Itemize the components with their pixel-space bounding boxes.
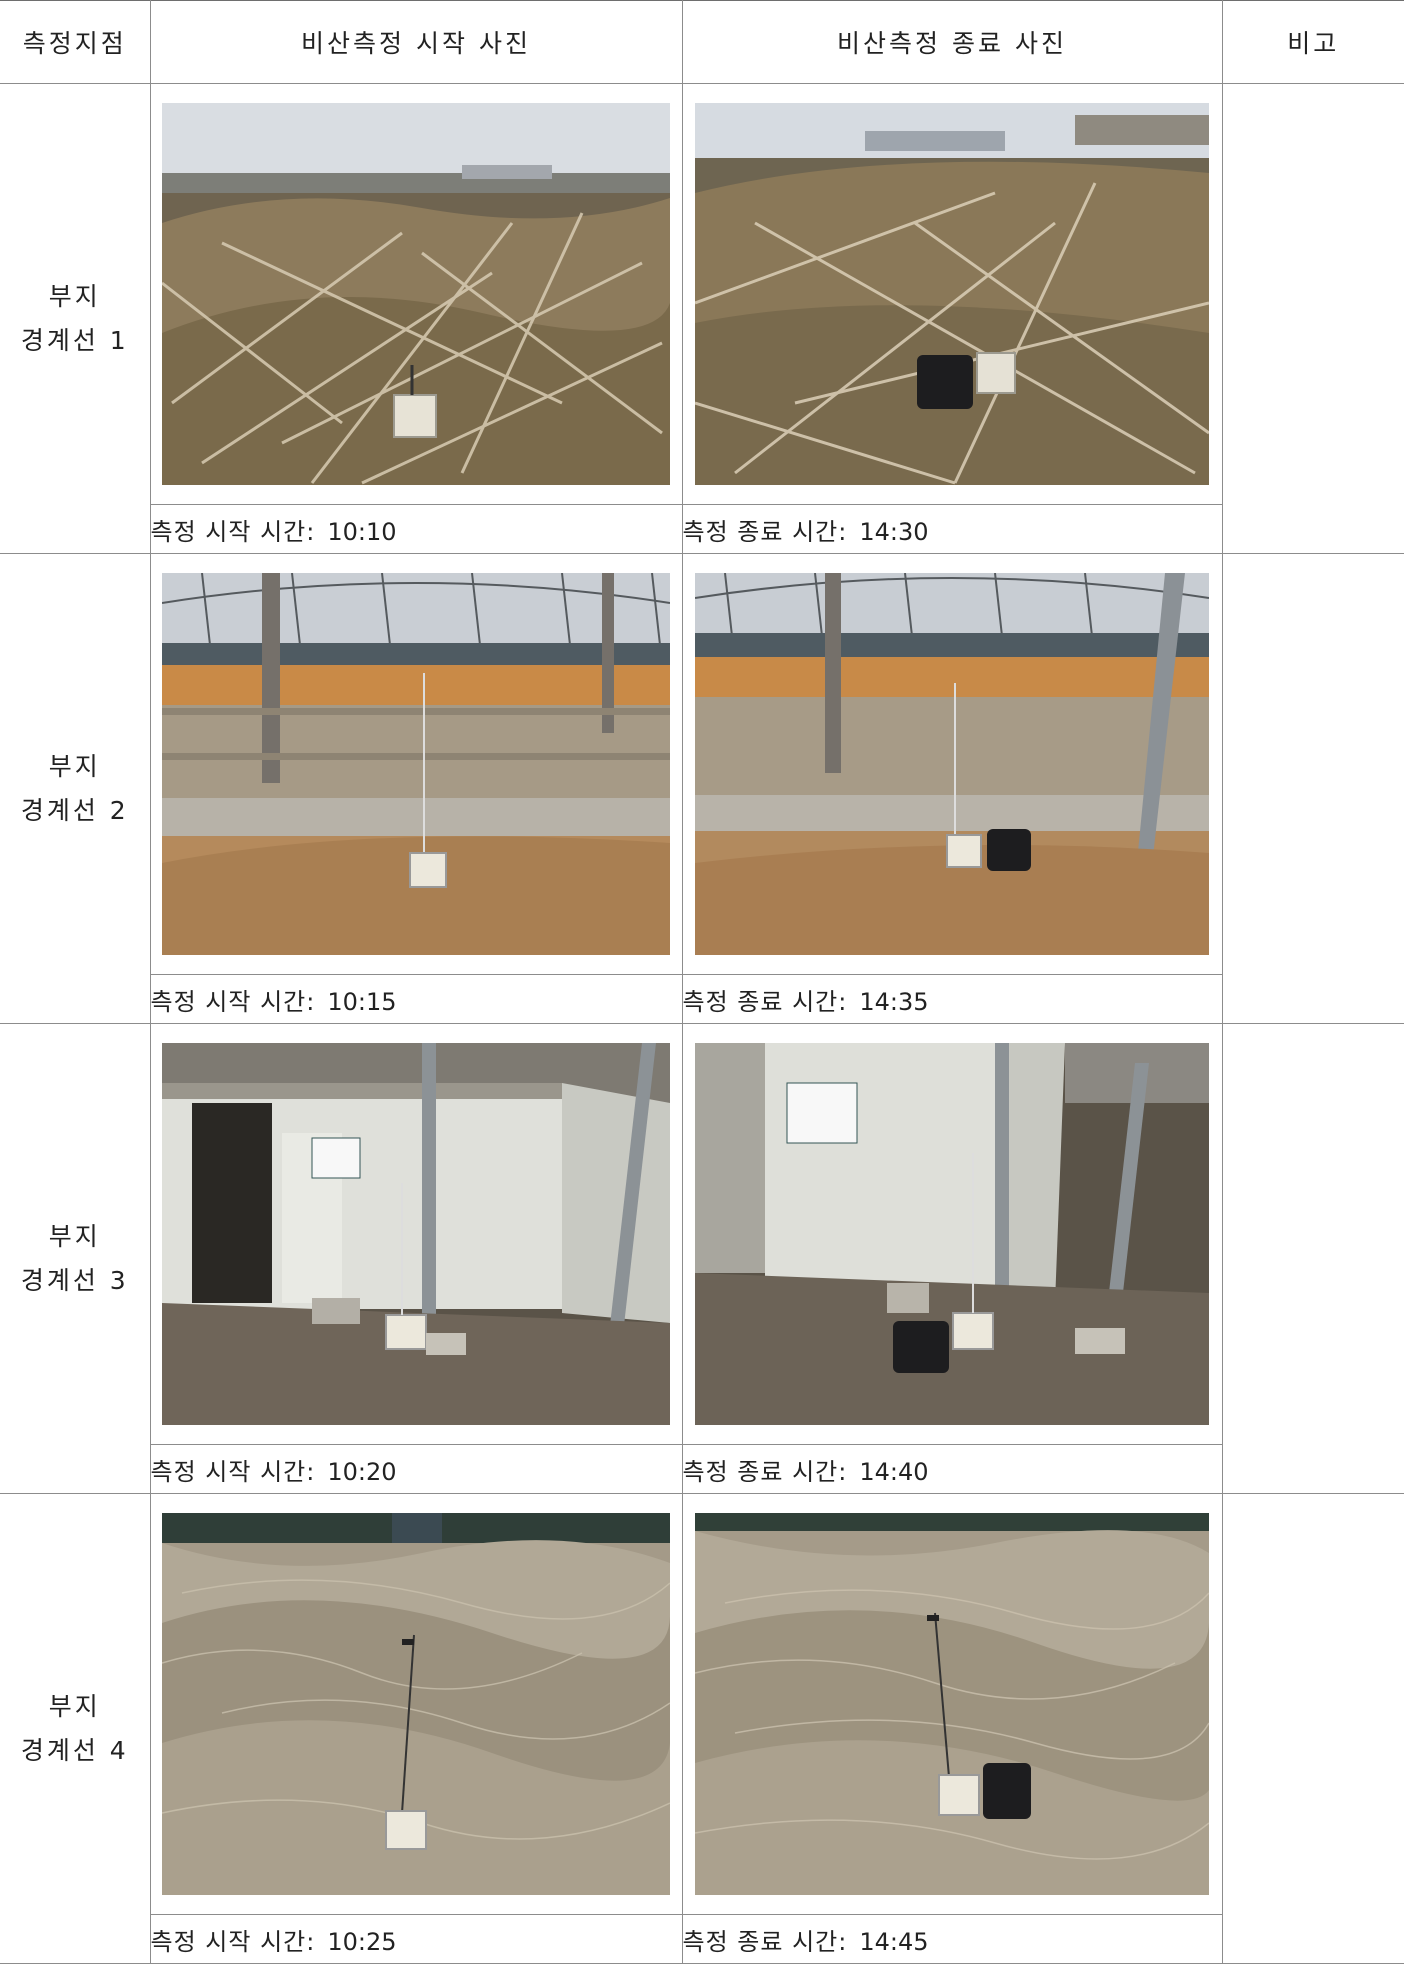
end-time-caption: 측정 종료 시간: 14:30 [681, 504, 1222, 554]
end-time-value: 14:45 [859, 1927, 929, 1956]
location-line2: 경계선 3 [20, 1265, 129, 1295]
location-cell: 부지 경계선 3 [0, 1023, 151, 1494]
header-end-photo: 비산측정 종료 사진 [681, 0, 1223, 84]
end-time-caption: 측정 종료 시간: 14:40 [681, 1444, 1222, 1494]
start-photo [162, 1043, 670, 1425]
end-time-label: 측정 종료 시간: [682, 987, 848, 1016]
end-time-label: 측정 종료 시간: [682, 517, 848, 546]
start-photo-cell [149, 1023, 683, 1445]
location-line2: 경계선 4 [20, 1735, 129, 1765]
start-time-label: 측정 시작 시간: [150, 1927, 316, 1956]
start-time-value: 10:10 [327, 517, 397, 546]
header-row: 측정지점 비산측정 시작 사진 비산측정 종료 사진 비고 [0, 0, 1404, 84]
location-cell: 부지 경계선 4 [0, 1493, 151, 1964]
start-photo-cell [149, 83, 683, 505]
header-note: 비고 [1221, 0, 1404, 84]
location-line1: 부지 [48, 1221, 101, 1251]
start-time-value: 10:25 [327, 1927, 397, 1956]
photo-row: 부지 경계선 2 [0, 553, 1404, 1024]
start-time-value: 10:15 [327, 987, 397, 1016]
photo-row: 부지 경계선 4 [0, 1493, 1404, 1964]
location-line1: 부지 [48, 281, 101, 311]
location-cell: 부지 경계선 1 [0, 83, 151, 554]
start-time-caption: 측정 시작 시간: 10:15 [150, 974, 683, 1024]
photo-row: 부지 경계선 1 [0, 83, 1404, 554]
start-time-label: 측정 시작 시간: [150, 517, 316, 546]
end-time-label: 측정 종료 시간: [682, 1927, 848, 1956]
start-time-label: 측정 시작 시간: [150, 1457, 316, 1486]
end-photo [695, 1513, 1209, 1895]
start-photo [162, 573, 670, 955]
photo-row: 부지 경계선 3 [0, 1023, 1404, 1494]
end-photo-cell [681, 553, 1223, 975]
caption-row: 측정 시작 시간: 10:20 측정 종료 시간: 14:40 [0, 1444, 1404, 1494]
end-photo-cell [681, 83, 1223, 505]
location-line2: 경계선 1 [20, 325, 129, 355]
start-time-label: 측정 시작 시간: [150, 987, 316, 1016]
end-photo-cell [681, 1493, 1223, 1915]
location-cell: 부지 경계선 2 [0, 553, 151, 1024]
location-line1: 부지 [48, 1691, 101, 1721]
end-time-value: 14:35 [859, 987, 929, 1016]
end-time-caption: 측정 종료 시간: 14:35 [681, 974, 1222, 1024]
start-time-caption: 측정 시작 시간: 10:20 [150, 1444, 683, 1494]
start-photo-cell [149, 553, 683, 975]
end-photo [695, 1043, 1209, 1425]
header-location: 측정지점 [0, 0, 151, 84]
end-photo [695, 573, 1209, 955]
end-photo [695, 103, 1209, 485]
start-photo-cell [149, 1493, 683, 1915]
caption-row: 측정 시작 시간: 10:10 측정 종료 시간: 14:30 [0, 504, 1404, 554]
end-time-value: 14:30 [859, 517, 929, 546]
header-start-photo: 비산측정 시작 사진 [149, 0, 683, 84]
start-time-caption: 측정 시작 시간: 10:10 [150, 504, 683, 554]
start-photo [162, 1513, 670, 1895]
caption-row: 측정 시작 시간: 10:15 측정 종료 시간: 14:35 [0, 974, 1404, 1024]
location-line2: 경계선 2 [20, 795, 129, 825]
end-photo-cell [681, 1023, 1223, 1445]
note-cell [1221, 1023, 1404, 1494]
note-cell [1221, 553, 1404, 1024]
location-line1: 부지 [48, 751, 101, 781]
end-time-value: 14:40 [859, 1457, 929, 1486]
start-photo [162, 103, 670, 485]
note-cell [1221, 83, 1404, 554]
note-cell [1221, 1493, 1404, 1964]
end-time-label: 측정 종료 시간: [682, 1457, 848, 1486]
start-time-value: 10:20 [327, 1457, 397, 1486]
